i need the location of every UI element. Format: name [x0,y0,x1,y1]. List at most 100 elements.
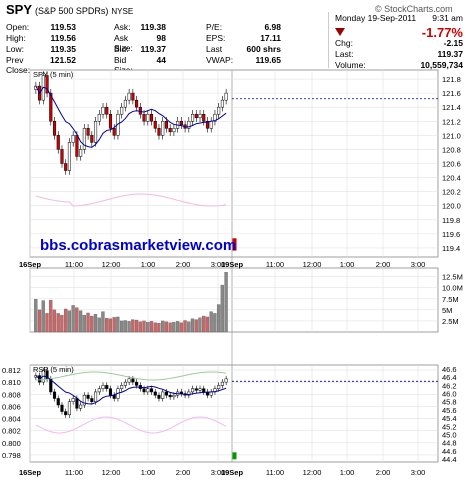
volume-bar [198,317,202,333]
x-tick-label: 12:00 [303,260,322,269]
x-tick-label: 1:00 [340,468,355,477]
y-tick-label-left: 0.806 [2,402,21,411]
price-series [34,71,237,251]
quote-value: 121.52 [50,55,76,65]
quote-value: 119.56 [50,33,76,43]
volume-bar [205,316,210,333]
candle-body [135,99,139,108]
volume-bar [75,307,79,333]
axis-labels: 16Sep 16Sep 11:00 11:00 12:00 12:00 1:00 1:00 2:… [2,75,463,477]
volume-bar [56,313,60,333]
y-tick-label: 120.0 [442,202,461,211]
price-panel-title: SPY (5 min) [33,70,74,79]
quote-value: 119.35 [50,44,76,54]
rsp-panel-title: RSP (5 min) [33,365,74,374]
exchange: NYSE [111,7,134,16]
candle-body [82,128,86,150]
quote-value: 17.11 [260,33,281,43]
candle-body [161,121,165,136]
candle-body [75,135,79,157]
y-tick-label: 119.8 [442,216,460,225]
y-tick-label-right: 45.8 [442,398,457,407]
rsp-candle-body [86,394,90,399]
indicator-line [35,193,227,207]
candle-body [220,99,224,108]
volume-bar [138,321,142,333]
candle-body [86,128,90,136]
rsp-lower-line [35,416,227,434]
volume-bar [187,321,191,333]
volume-bar [220,284,224,333]
quote-value: 119.37 [140,44,166,54]
volume-bar [213,313,217,333]
candle-body [153,121,157,129]
candle-body [120,106,124,115]
volume-series [34,272,228,333]
volume-bar [168,322,172,333]
quote-label: Ask Size: [114,33,133,53]
quote-label: EPS: [206,33,226,43]
rsp-candle-body [112,394,116,399]
candle-body [94,121,98,143]
rsp-panel-frame [29,364,439,463]
down-arrow-icon [335,28,345,36]
volume-bar [82,315,86,333]
x-tick-label: 12:00 [303,468,322,477]
rsp-candle-body [179,391,183,394]
quote-value: 6.98 [264,22,281,32]
rsp-candle-body [191,388,195,393]
last-label: Last: [335,49,354,59]
volume-bar [71,305,75,333]
candle-body [142,113,146,122]
candle-body [149,113,154,122]
y-tick-label: 12.5M [442,273,463,282]
chg-label: Chg: [335,38,353,48]
volume-label: Volume: [335,60,366,70]
candle-body [71,135,75,143]
rsp-candle-body [172,394,176,398]
quote-value: 119.53 [50,22,76,32]
y-tick-label-right: 45.4 [442,414,457,423]
rsp-candle-body [149,388,154,393]
y-tick-label: 7.5M [442,295,459,304]
y-tick-label: 121.4 [442,103,461,112]
volume-bar [202,315,206,333]
x-tick-label: 2:00 [176,468,191,477]
rsp-upper-line [35,371,227,381]
volume-bar [146,322,150,333]
volume-bar [101,311,105,333]
volume-bar [93,314,98,333]
volume-bar [153,322,157,333]
rsp-candle-body [127,378,131,383]
candle-body [179,121,183,126]
candle-body [209,121,213,129]
rsp-candle-body [108,388,113,396]
volume-bar [63,308,68,333]
y-tick-label-right: 45.2 [442,422,457,431]
y-tick-label-right: 46.0 [442,390,457,399]
candle-body [56,135,60,150]
volume-bar [67,310,72,333]
volume-bar [105,318,109,333]
volume-bar [142,320,146,333]
last-value: 119.37 [437,49,463,59]
symbol-title: SPY (S&P 500 SPDRs) NYSE [6,2,133,17]
x-tick-label: 3:00 [211,468,226,477]
candle-body [52,121,57,136]
y-tick-label: 119.4 [442,244,460,253]
volume-bar [112,317,116,333]
volume-bar [216,304,221,333]
rsp-candle-body [101,385,105,389]
y-tick-label: 120.2 [442,188,461,197]
volume-bar [52,309,57,333]
candle-body [202,113,206,122]
rsp-candle-body [79,404,83,409]
y-tick-label-right: 46.2 [442,381,457,390]
candle-body [198,113,202,118]
rsp-candle-body [60,404,64,412]
rsp-candle-body [168,394,172,398]
x-tick-label: 1:00 [340,260,355,269]
volume-bar [179,322,183,333]
candle-body [108,113,113,129]
